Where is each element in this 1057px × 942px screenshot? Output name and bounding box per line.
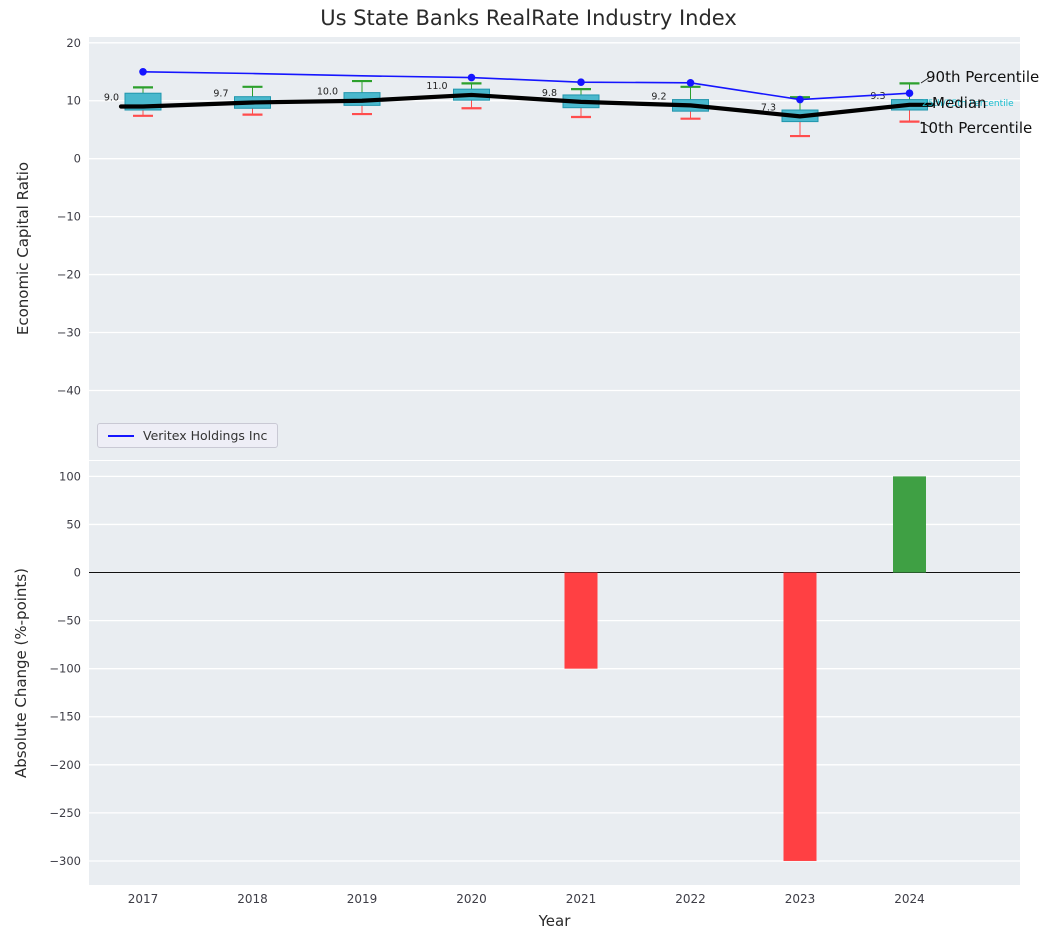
bottom-y-tick: −50 [57, 614, 81, 628]
median-line [118, 92, 934, 119]
bar-2021 [564, 572, 598, 669]
median-value-label: 9.0 [104, 93, 119, 104]
top-y-tick: −10 [57, 210, 81, 224]
line-marker [905, 89, 914, 98]
bottom-y-tick: −200 [49, 758, 81, 772]
x-axis-label: Year [538, 912, 571, 930]
x-tick-year: 2020 [456, 892, 487, 906]
top-y-tick: 10 [66, 94, 81, 108]
x-tick-year: 2018 [237, 892, 268, 906]
legend: Veritex Holdings Inc [97, 423, 279, 448]
chart-title: Us State Banks RealRate Industry Index [320, 6, 737, 30]
bottom-y-tick: 50 [66, 517, 81, 531]
top-chart-svg: 20 10 0 −10 −20 −30 −40 9.0 9.7 10.0 11.0 9.8 9.2 7.3… [57, 37, 1020, 460]
line-marker [686, 78, 695, 87]
annotation-leader [920, 121, 931, 128]
top-y-tick: 0 [74, 152, 81, 166]
bottom-y-tick: −300 [49, 854, 81, 868]
annotation-iqr-percentile: 25th/75th Percentile [922, 99, 1014, 109]
bottom-y-tick: −250 [49, 806, 81, 820]
x-tick-year: 2023 [785, 892, 816, 906]
line-marker [577, 78, 585, 86]
annotation-leader [926, 102, 936, 106]
bottom-chart-svg: 100 50 0 −50 −100 −150 −200 −250 −300 2017 2018 201… [49, 461, 1020, 906]
annotation-median: Median [932, 94, 987, 112]
median-value-label: 9.3 [870, 91, 885, 102]
boxplot-2021: 9.8 [542, 88, 600, 119]
annotation-90th-percentile: 90th Percentile [926, 68, 1040, 86]
median-value-label: 7.3 [761, 102, 776, 113]
top-y-tick: 20 [66, 37, 81, 50]
median-value-label: 11.0 [426, 81, 447, 92]
x-tick-year: 2024 [894, 892, 925, 906]
median-value-label: 9.8 [542, 88, 557, 99]
x-tick-year: 2022 [675, 892, 706, 906]
bar-2024 [893, 476, 926, 573]
x-tick-year: 2021 [566, 892, 597, 906]
x-tick-year: 2019 [347, 892, 378, 906]
bar-2023 [783, 572, 817, 861]
bottom-y-tick: −100 [49, 662, 81, 676]
legend-line-sample [108, 434, 134, 437]
legend-label: Veritex Holdings Inc [143, 428, 268, 443]
top-y-tick: −30 [57, 326, 81, 340]
x-tick-year: 2017 [128, 892, 159, 906]
median-value-label: 10.0 [317, 87, 338, 98]
annotation-10th-percentile: 10th Percentile [919, 119, 1033, 137]
bottom-plot-area [89, 461, 1020, 885]
bottom-y-tick: −150 [49, 710, 81, 724]
top-y-tick: −20 [57, 268, 81, 282]
median-value-label: 9.7 [213, 88, 228, 99]
line-marker [139, 67, 147, 76]
bottom-y-tick: 100 [59, 469, 81, 483]
annotation-leader [920, 76, 931, 84]
veritex-line [142, 70, 910, 101]
line-marker [796, 95, 804, 104]
bottom-y-tick: 0 [74, 566, 81, 580]
top-y-tick: −40 [57, 383, 81, 397]
line-marker [467, 73, 476, 82]
median-value-label: 9.2 [651, 91, 666, 102]
